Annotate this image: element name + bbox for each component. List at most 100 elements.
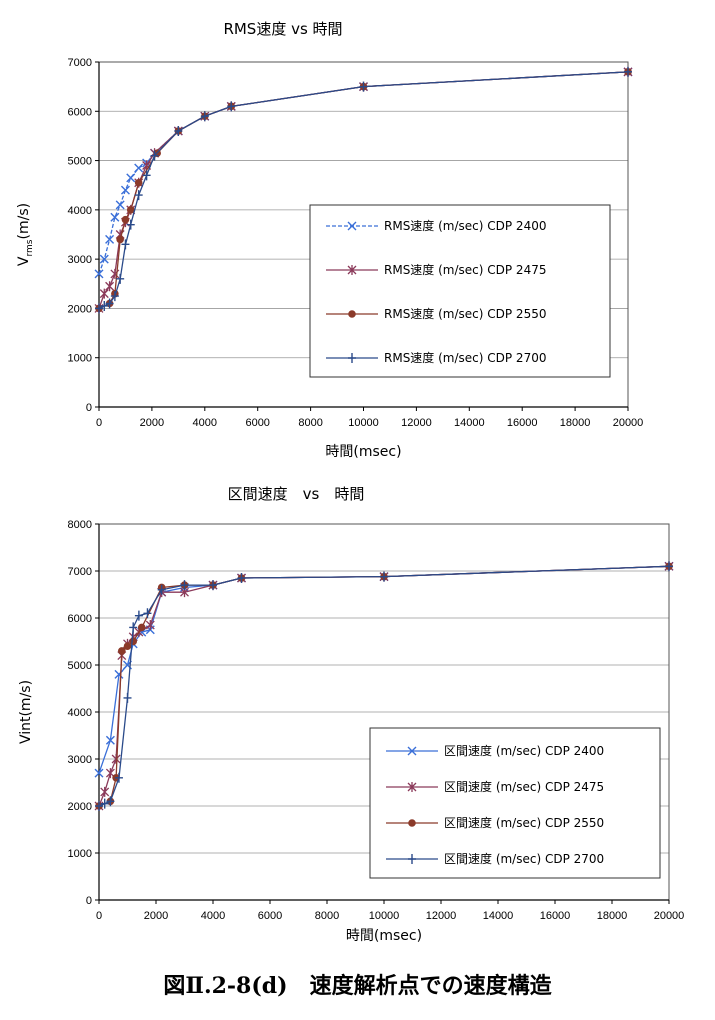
x-tick-label: 20000 bbox=[654, 910, 685, 922]
data-point bbox=[120, 185, 130, 195]
x-tick-label: 14000 bbox=[454, 417, 485, 429]
data-point bbox=[209, 580, 217, 591]
data-point bbox=[95, 303, 103, 314]
data-point bbox=[100, 786, 110, 797]
data-point bbox=[94, 768, 104, 778]
data-point bbox=[114, 669, 124, 679]
legend-entry: 区間速度 (m/sec) CDP 2400 bbox=[444, 743, 604, 758]
data-point bbox=[145, 620, 155, 631]
data-point bbox=[123, 692, 132, 703]
legend-box bbox=[369, 727, 661, 879]
y-tick-label: 2000 bbox=[68, 801, 92, 813]
data-point bbox=[110, 291, 119, 302]
x-axis-label: 時間(msec) bbox=[325, 444, 401, 460]
x-tick-label: 18000 bbox=[597, 910, 628, 922]
y-tick-label: 4000 bbox=[68, 707, 92, 719]
legend-marker bbox=[348, 310, 356, 318]
data-point bbox=[665, 561, 673, 572]
data-point bbox=[105, 735, 115, 745]
y-axis-label: Vint(m/s) bbox=[18, 680, 34, 744]
data-point bbox=[237, 573, 246, 584]
data-point bbox=[106, 796, 115, 807]
y-tick-label: 7000 bbox=[68, 566, 92, 578]
x-axis-label: 時間(msec) bbox=[346, 928, 422, 944]
x-tick-label: 20000 bbox=[613, 417, 644, 429]
y-axis-label: Vrms(m/s) bbox=[16, 203, 35, 266]
x-tick-label: 2000 bbox=[144, 910, 168, 922]
y-tick-label: 2000 bbox=[68, 303, 92, 315]
series-line bbox=[98, 565, 670, 807]
data-point bbox=[126, 206, 135, 214]
x-tick-label: 6000 bbox=[245, 417, 269, 429]
series-cdp-2700 bbox=[95, 561, 673, 811]
y-tick-label: 0 bbox=[86, 402, 92, 414]
data-point bbox=[134, 610, 143, 621]
data-point bbox=[142, 170, 151, 181]
data-point bbox=[227, 101, 236, 112]
legend: 区間速度 (m/sec) CDP 2400 区間速度 (m/sec) CDP 24… bbox=[369, 727, 661, 879]
x-tick-label: 14000 bbox=[483, 910, 514, 922]
data-point bbox=[99, 288, 109, 299]
y-tick-label: 5000 bbox=[68, 156, 92, 168]
y-tick-label: 1000 bbox=[68, 848, 92, 860]
data-point bbox=[180, 580, 189, 591]
x-tick-label: 16000 bbox=[507, 417, 538, 429]
data-point bbox=[200, 111, 209, 122]
data-point bbox=[121, 215, 130, 224]
chart-title: 区間速度 vs 時間 bbox=[228, 485, 365, 503]
y-tick-label: 7000 bbox=[68, 57, 92, 69]
x-tick-label: 10000 bbox=[348, 417, 379, 429]
y-tick-label: 1000 bbox=[68, 353, 92, 365]
x-tick-label: 6000 bbox=[258, 910, 282, 922]
data-point bbox=[380, 571, 388, 582]
data-point bbox=[115, 200, 125, 210]
y-tick-label: 4000 bbox=[68, 205, 92, 217]
data-point bbox=[116, 273, 125, 284]
data-point bbox=[129, 637, 137, 646]
y-tick-label: 6000 bbox=[68, 613, 92, 625]
data-point bbox=[126, 219, 135, 230]
series-cdp-2700 bbox=[95, 66, 632, 314]
legend-marker bbox=[408, 819, 416, 827]
data-point bbox=[116, 235, 124, 244]
x-tick-label: 8000 bbox=[298, 417, 322, 429]
data-point bbox=[143, 608, 152, 619]
x-tick-label: 18000 bbox=[560, 417, 591, 429]
data-point bbox=[118, 647, 126, 655]
data-point bbox=[624, 66, 632, 77]
chart-1: 0 1000 2000 3000 4000 5000 6000 7000 0 2000 4000 60… bbox=[16, 20, 643, 460]
legend-marker bbox=[348, 353, 356, 363]
data-point bbox=[105, 234, 115, 244]
data-point bbox=[174, 126, 183, 136]
data-point bbox=[100, 300, 109, 311]
y-tick-label: 6000 bbox=[68, 106, 92, 118]
legend-entry: 区間速度 (m/sec) CDP 2700 bbox=[444, 851, 604, 866]
legend-marker bbox=[347, 265, 357, 275]
data-point bbox=[99, 254, 109, 264]
legend-entry: RMS速度 (m/sec) CDP 2700 bbox=[384, 350, 546, 365]
data-point bbox=[134, 163, 144, 173]
legend-marker bbox=[408, 854, 416, 864]
y-tick-label: 0 bbox=[86, 895, 92, 907]
data-point bbox=[100, 798, 109, 809]
data-point bbox=[94, 269, 104, 279]
chart-2: 0 1000 2000 3000 4000 5000 6000 7000 8000 0 2000 40… bbox=[18, 485, 684, 944]
x-tick-label: 12000 bbox=[401, 417, 432, 429]
legend-marker bbox=[407, 782, 417, 792]
legend-marker bbox=[407, 746, 417, 756]
data-point bbox=[129, 622, 138, 633]
data-point bbox=[359, 81, 368, 92]
x-tick-label: 4000 bbox=[193, 417, 217, 429]
figure-caption: 図Ⅱ.2-8(d) 速度解析点での速度構造 bbox=[163, 973, 552, 999]
x-tick-label: 10000 bbox=[369, 910, 400, 922]
data-point bbox=[95, 801, 103, 811]
y-tick-label: 8000 bbox=[68, 519, 92, 531]
legend-entry: 区間速度 (m/sec) CDP 2550 bbox=[444, 815, 604, 830]
y-tick-label: 3000 bbox=[68, 754, 92, 766]
x-tick-label: 0 bbox=[96, 417, 102, 429]
data-point bbox=[121, 239, 130, 250]
legend-box bbox=[309, 204, 611, 378]
data-point bbox=[105, 281, 115, 292]
data-point bbox=[114, 772, 123, 783]
